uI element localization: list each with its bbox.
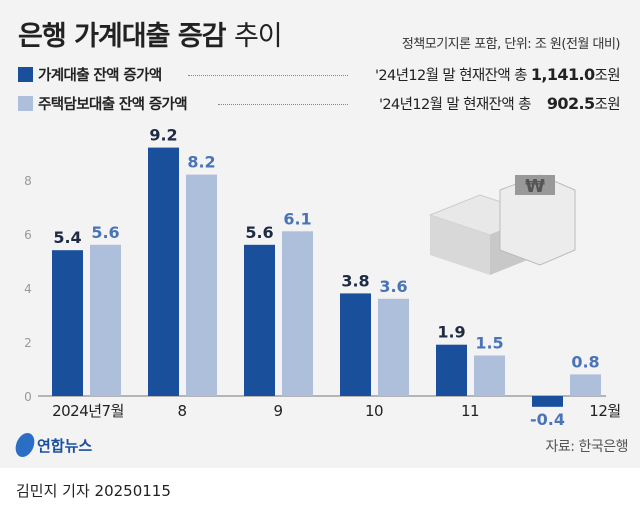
data-label: 1.9	[437, 323, 465, 342]
total-household: '24년12월 말 현재잔액 총 1,141.0조원	[375, 64, 621, 85]
leader-dots	[188, 75, 348, 76]
bar-mortgage	[570, 374, 601, 396]
total-unit: 조원	[594, 68, 621, 84]
legend-label: 주택담보대출 잔액 증가액	[38, 97, 188, 113]
data-label: 9.2	[149, 126, 177, 145]
bar-mortgage	[378, 298, 409, 396]
bar-chart: ₩ 0 2 4 6 8 2024년7월 8 9 10 11 12월 5.4 5.6 9.2 8.2 5.6 6…	[24, 126, 621, 429]
bar-household	[532, 396, 563, 407]
unit-note: 정책모기지론 포함, 단위: 조 원(전월 대비)	[401, 37, 621, 52]
svg-text:₩: ₩	[525, 176, 545, 197]
y-tick-label: 0	[24, 390, 32, 404]
bar-household	[52, 250, 83, 396]
total-prefix: '24년12월 말 현재잔액 총	[375, 68, 531, 84]
total-prefix: '24년12월 말 현재잔액 총	[379, 97, 535, 113]
legend-item-mortgage: 주택담보대출 잔액 증가액	[18, 93, 188, 114]
data-label: 5.4	[53, 228, 81, 247]
y-tick-label: 8	[24, 174, 32, 188]
data-label: 5.6	[245, 223, 273, 242]
data-label: -0.4	[530, 410, 565, 429]
bank-illustration: ₩	[428, 174, 576, 275]
x-tick-label: 10	[365, 402, 383, 420]
total-unit: 조원	[594, 97, 621, 113]
data-label: 3.6	[379, 277, 407, 296]
total-value: 1,141.0	[530, 65, 595, 84]
yonhap-logo: 연합뉴스	[13, 433, 93, 457]
logo-mark-icon	[13, 433, 37, 457]
bar-household	[340, 293, 371, 396]
bar-household	[148, 147, 179, 396]
total-value: 902.5	[546, 94, 595, 113]
bar-household	[436, 344, 467, 396]
bar-mortgage	[282, 231, 313, 396]
data-label: 5.6	[91, 223, 119, 242]
data-label: 1.5	[475, 334, 503, 353]
byline: 김민지 기자 20250115	[16, 482, 171, 500]
total-mortgage: '24년12월 말 현재잔액 총 902.5조원	[379, 93, 621, 114]
y-tick-label: 2	[24, 336, 32, 350]
x-tick-label: 8	[177, 402, 186, 420]
bar-mortgage	[186, 174, 217, 396]
x-tick-label: 12월	[589, 402, 620, 420]
x-tick-label: 11	[461, 402, 479, 420]
page-title: 은행 가계대출 증감 추이	[18, 14, 283, 53]
data-label: 3.8	[341, 271, 369, 290]
data-label: 6.1	[283, 209, 311, 228]
title-bold: 은행 가계대출 증감	[18, 21, 227, 52]
data-label: 8.2	[187, 153, 215, 172]
legend-item-household: 가계대출 잔액 증가액	[18, 64, 162, 85]
x-tick-label: 2024년7월	[52, 402, 124, 420]
logo-text: 연합뉴스	[37, 436, 93, 455]
y-tick-label: 4	[24, 282, 32, 296]
data-label: 0.8	[571, 352, 599, 371]
y-tick-label: 6	[24, 228, 32, 242]
legend-swatch	[18, 96, 33, 111]
bar-mortgage	[474, 355, 505, 396]
legend-label: 가계대출 잔액 증가액	[38, 68, 162, 84]
title-light: 추이	[233, 21, 283, 52]
x-tick-label: 9	[273, 402, 282, 420]
bar-mortgage	[90, 244, 121, 396]
source-note: 자료: 한국은행	[545, 439, 629, 455]
bar-household	[244, 244, 275, 396]
leader-dots	[218, 104, 348, 105]
legend-swatch	[18, 67, 33, 82]
